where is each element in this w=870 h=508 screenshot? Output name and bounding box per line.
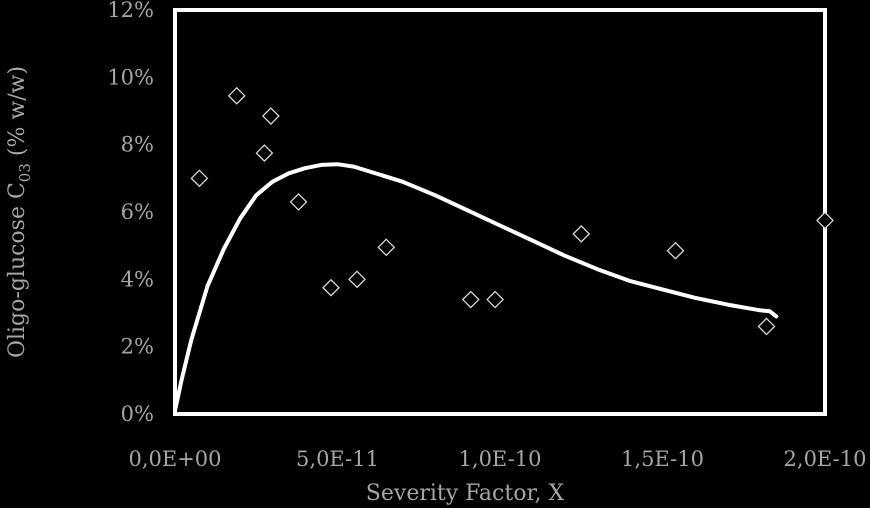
x-tick-label: 5,0E-11 [296, 447, 379, 471]
data-points [190, 86, 834, 336]
data-point [377, 238, 396, 257]
y-tick-label: 4% [121, 267, 154, 291]
y-tick-label: 10% [107, 65, 154, 89]
y-tick-label: 12% [107, 0, 154, 22]
data-point [461, 290, 480, 309]
data-point [816, 211, 834, 230]
y-axis-title: Oligo-glucose C03 (% w/w) [5, 66, 34, 358]
data-point [348, 270, 366, 289]
x-axis-title: Severity Factor, X [366, 481, 565, 506]
y-axis-title-tail: (% w/w) [5, 66, 30, 163]
data-point [289, 192, 308, 211]
x-tick-label: 2,0E-10 [784, 447, 867, 471]
y-tick-label: 6% [121, 200, 154, 224]
x-tick-label: 1,0E-10 [459, 447, 542, 471]
data-point [255, 144, 274, 163]
x-tick-label: 0,0E+00 [128, 447, 221, 471]
y-tick-labels: 0% 2% 4% 6% 8% 10% 12% [107, 0, 154, 426]
y-tick-label: 0% [121, 402, 154, 426]
plot-area-frame [173, 8, 827, 416]
data-point [261, 107, 280, 125]
data-point [322, 278, 340, 297]
data-point [190, 169, 209, 188]
y-tick-label: 2% [121, 335, 154, 359]
y-axis-title-main: Oligo-glucose C [5, 182, 30, 358]
data-point [227, 86, 246, 105]
fitted-curve [173, 162, 779, 413]
data-point [757, 317, 776, 336]
data-point [486, 290, 505, 309]
data-point [572, 224, 591, 243]
x-tick-labels: 0,0E+00 5,0E-11 1,0E-10 1,5E-10 2,0E-10 [128, 447, 866, 471]
y-tick-label: 8% [121, 133, 154, 157]
y-axis-title-subscript: 03 [16, 163, 34, 182]
x-tick-label: 1,5E-10 [621, 447, 704, 471]
data-point [666, 241, 685, 260]
